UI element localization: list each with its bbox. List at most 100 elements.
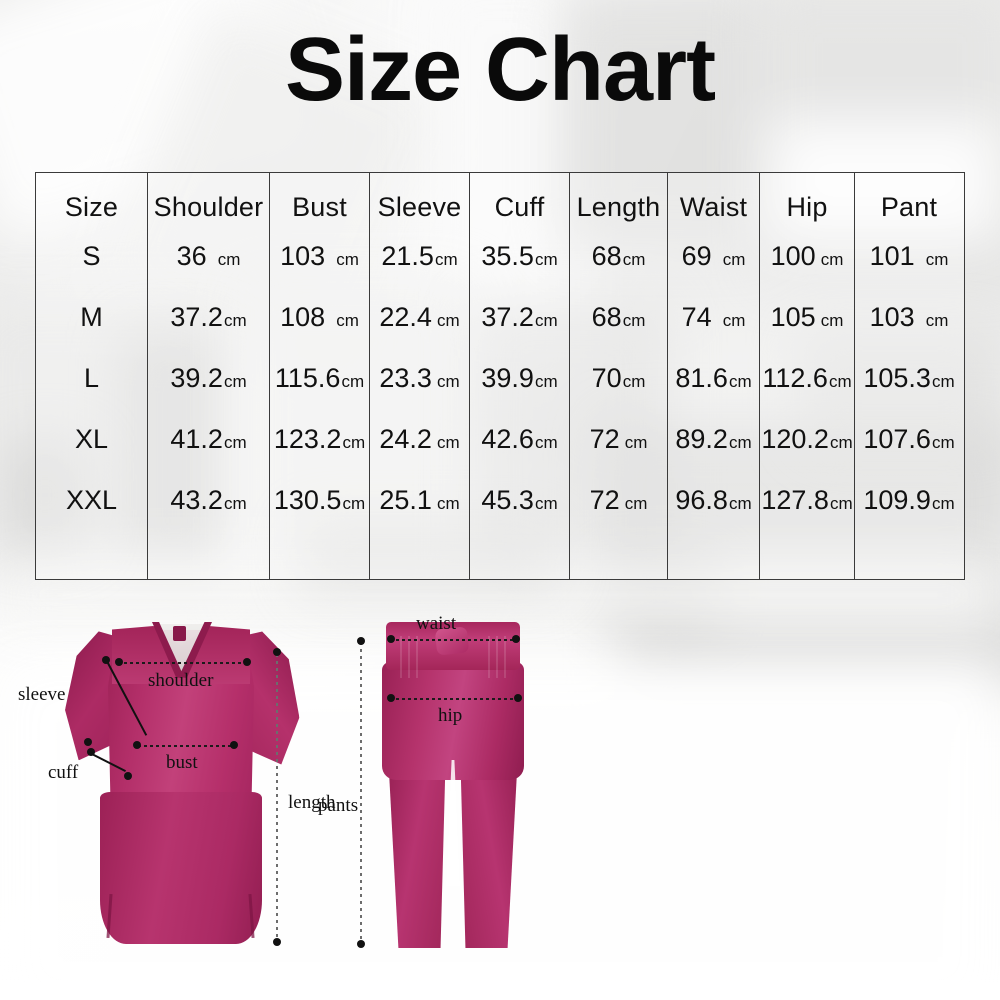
unit: cm (829, 433, 853, 452)
table-cell-length: 72 cm (570, 424, 667, 485)
unit: cm (931, 433, 955, 452)
table-row: XL (74, 424, 109, 454)
value: 69 (681, 241, 712, 271)
value: 39.2 (170, 363, 223, 393)
unit: cm (342, 494, 366, 513)
value: 107.6 (863, 424, 931, 454)
table-cell-waist: 81.6 cm (668, 363, 759, 424)
value: 68 (591, 241, 622, 271)
unit: cm (622, 311, 646, 330)
table-cell-bust: 123.2 cm (270, 424, 369, 485)
value: 24.2 (379, 424, 432, 454)
scrub-top-illustration: shoulder bust sleeve cuff length (18, 612, 336, 946)
table-cell-sleeve: 25.1 cm (370, 485, 469, 546)
table-cell-bust: 108 cm (270, 302, 369, 363)
unit: cm (820, 250, 844, 269)
column-header-bust: Bust (292, 191, 347, 222)
cuff-point-top (87, 748, 95, 756)
value: 25.1 (379, 485, 432, 515)
table-cell-cuff: 35.5 cm (470, 241, 569, 302)
value: 120.2 (761, 424, 829, 454)
cuff-point-bottom (124, 772, 132, 780)
value: 23.3 (379, 363, 432, 393)
value: 36 (176, 241, 207, 271)
value: 70 (591, 363, 622, 393)
waist-point-left (387, 635, 395, 643)
unit: cm (436, 311, 460, 330)
unit: cm (223, 433, 247, 452)
table-cell-sleeve: 22.4 cm (370, 302, 469, 363)
column-header-hip: Hip (786, 191, 828, 222)
table-cell-waist: 89.2 cm (668, 424, 759, 485)
shoulder-measure-line (118, 662, 246, 664)
table-column-length: Length 68 cm 68 cm 70 cm 72 cm 72 cm (570, 173, 668, 579)
unit: cm (534, 250, 558, 269)
unit: cm (223, 372, 247, 391)
value: 123.2 (273, 424, 342, 454)
table-cell-pant: 105.3 cm (855, 363, 963, 424)
value: 21.5 (381, 241, 434, 271)
waist-measure-line (390, 639, 516, 641)
unit: cm (223, 311, 247, 330)
label-pants: pants (318, 795, 359, 816)
pant-leg-left (388, 762, 446, 948)
unit: cm (434, 250, 458, 269)
unit: cm (722, 311, 746, 330)
length-measure-line (276, 654, 278, 944)
pants-point-top (357, 637, 365, 645)
unit: cm (925, 311, 949, 330)
table-cell-pant: 101 cm (855, 241, 963, 302)
value: 103 (869, 302, 915, 332)
unit: cm (925, 250, 949, 269)
value: 35.5 (481, 241, 534, 271)
table-cell-pant: 109.9 cm (855, 485, 963, 546)
unit: cm (436, 494, 460, 513)
value: 39.9 (481, 363, 534, 393)
value: 112.6 (762, 363, 828, 393)
column-header-shoulder: Shoulder (153, 191, 264, 222)
table-cell-shoulder: 43.2 cm (148, 485, 269, 546)
unit: cm (728, 372, 752, 391)
hip-measure-line (390, 698, 518, 700)
table-cell-shoulder: 36 cm (148, 241, 269, 302)
unit: cm (728, 494, 752, 513)
value: 68 (591, 302, 622, 332)
table-cell-sleeve: 24.2 cm (370, 424, 469, 485)
shoulder-point-right (243, 658, 251, 666)
table-row: XXL (65, 485, 118, 515)
bust-point-right (230, 741, 238, 749)
pants-measure-line (360, 642, 362, 944)
table-cell-bust: 130.5 cm (270, 485, 369, 546)
page-title: Size Chart (284, 20, 716, 120)
value: 101 (869, 241, 915, 271)
value: 130.5 (273, 485, 342, 515)
table-cell-pant: 103 cm (855, 302, 963, 363)
unit: cm (828, 372, 852, 391)
value: 115.6 (274, 363, 341, 393)
table-column-hip: Hip 100 cm 105 cm 112.6 cm 120.2 cm 127.8 cm (760, 173, 855, 579)
column-header-waist: Waist (679, 191, 748, 222)
table-cell-hip: 127.8 cm (760, 485, 854, 546)
pant-leg-right (460, 762, 518, 948)
table-cell-bust: 115.6 cm (270, 363, 369, 424)
value: 105 (770, 302, 816, 332)
table-column-pant: Pant 101 cm 103 cm 105.3 cm 107.6 cm 109.9 cm (855, 173, 963, 579)
sleeve-top-point (102, 656, 110, 664)
value: 72 (589, 424, 620, 454)
unit: cm (622, 250, 646, 269)
value: 37.2 (170, 302, 223, 332)
unit: cm (336, 250, 359, 269)
value: 22.4 (379, 302, 432, 332)
table-column-bust: Bust 103 cm 108 cm 115.6 cm 123.2 cm 130.5 cm (270, 173, 370, 579)
table-cell-hip: 100 cm (760, 241, 854, 302)
label-hip: hip (438, 705, 463, 726)
table-cell-length: 72 cm (570, 485, 667, 546)
table-cell-hip: 112.6 cm (760, 363, 854, 424)
table-cell-shoulder: 37.2 cm (148, 302, 269, 363)
value: 45.3 (481, 485, 534, 515)
value: 89.2 (675, 424, 728, 454)
unit: cm (217, 250, 241, 269)
pants-point-bottom (357, 940, 365, 948)
unit: cm (820, 311, 844, 330)
shoulder-point-left (115, 658, 123, 666)
